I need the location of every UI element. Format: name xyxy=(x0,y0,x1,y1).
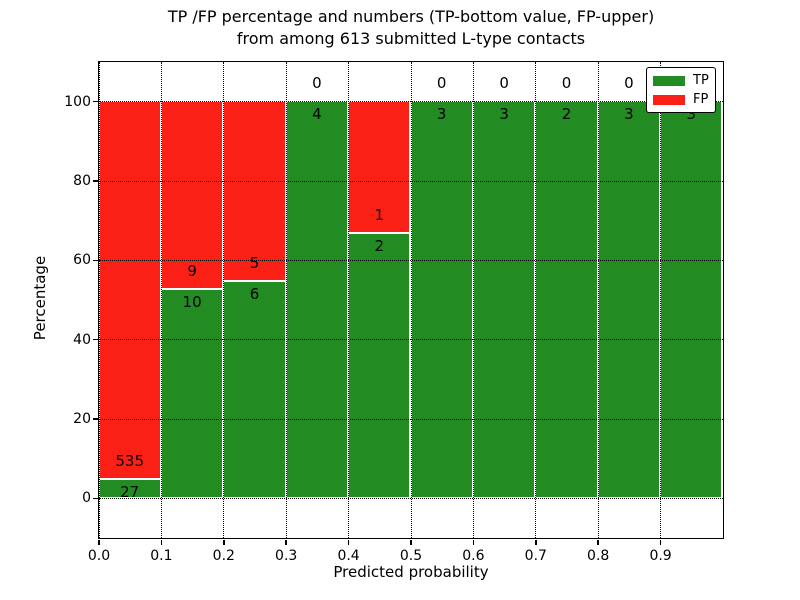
y-tick-label: 0 xyxy=(82,490,91,507)
tp-swatch-icon xyxy=(653,75,685,86)
y-tick-mark xyxy=(92,100,98,103)
tp-count-label: 3 xyxy=(436,105,447,124)
bar-segment-tp xyxy=(597,101,661,498)
x-tick-mark xyxy=(347,539,350,545)
tp-count-label: 3 xyxy=(499,105,509,124)
x-tick-label: 0.8 xyxy=(587,548,610,564)
x-tick-label: 0.4 xyxy=(337,548,360,564)
y-tick-label: 100 xyxy=(64,93,91,110)
bar-segment-tp xyxy=(535,101,598,498)
x-tick-label: 0.3 xyxy=(275,548,298,564)
bar-segment-tp xyxy=(160,289,224,498)
bar-segment-fp xyxy=(223,101,286,282)
y-tick-mark xyxy=(92,338,98,341)
tp-count-label: 2 xyxy=(561,105,572,124)
y-tick-label: 40 xyxy=(73,331,91,348)
x-tick-mark xyxy=(98,539,100,545)
gridline-vertical xyxy=(348,61,350,538)
x-tick-mark xyxy=(285,539,287,545)
bar-segment-tp xyxy=(348,233,411,498)
chart-title: TP /FP percentage and numbers (TP-bottom… xyxy=(99,6,723,50)
bar-segment-fp xyxy=(348,101,411,234)
y-tick-label: 20 xyxy=(73,411,91,427)
bar-segment-tp xyxy=(410,101,473,498)
gridline-vertical xyxy=(472,61,474,538)
fp-count-label: 0 xyxy=(436,74,447,93)
x-tick-label: 0.1 xyxy=(150,548,173,564)
gridline-horizontal xyxy=(98,418,723,420)
y-tick-label: 60 xyxy=(73,252,91,269)
gridline-vertical xyxy=(535,61,537,538)
fp-count-label: 535 xyxy=(115,451,144,470)
x-tick-mark xyxy=(597,539,599,545)
gridline-horizontal xyxy=(98,497,723,499)
fp-count-label: 0 xyxy=(499,74,509,93)
plot-area: 535279105604120303020303 xyxy=(97,60,724,539)
x-tick-label: 0.2 xyxy=(212,548,235,564)
bar-segment-tp xyxy=(285,101,349,498)
fp-count-label: 5 xyxy=(249,254,260,273)
x-tick-label: 0.0 xyxy=(87,548,111,564)
legend-entry-fp: FP xyxy=(653,91,709,107)
gridline-vertical xyxy=(98,61,100,538)
chart-title-line1: TP /FP percentage and numbers (TP-bottom… xyxy=(167,7,655,26)
gridline-horizontal xyxy=(98,101,723,103)
x-tick-label: 0.5 xyxy=(399,548,423,564)
gridline-vertical xyxy=(285,61,287,538)
x-tick-label: 0.7 xyxy=(524,548,547,564)
bar-segment-tp xyxy=(223,281,286,498)
y-tick-label: 80 xyxy=(73,173,91,189)
tp-count-label: 6 xyxy=(249,285,260,304)
tp-count-label: 27 xyxy=(120,482,140,501)
x-tick-mark xyxy=(160,539,163,545)
x-tick-label: 0.9 xyxy=(649,548,672,564)
legend-entry-tp: TP xyxy=(653,72,709,88)
y-tick-mark xyxy=(92,180,98,182)
fp-count-label: 0 xyxy=(624,74,634,93)
x-axis-label: Predicted probability xyxy=(333,563,489,581)
legend: TP FP xyxy=(646,67,716,113)
gridline-horizontal xyxy=(98,339,723,341)
tp-count-label: 4 xyxy=(312,105,322,124)
legend-label-tp: TP xyxy=(693,72,709,88)
bar-segment-tp xyxy=(472,101,536,498)
gridline-vertical xyxy=(597,61,599,538)
fp-count-label: 9 xyxy=(187,262,197,281)
gridline-horizontal xyxy=(98,259,723,261)
legend-label-fp: FP xyxy=(693,91,709,107)
gridline-vertical xyxy=(160,61,162,538)
bar-segment-tp xyxy=(660,101,723,498)
y-tick-mark xyxy=(92,418,98,420)
y-tick-mark xyxy=(92,259,98,262)
chart-title-line2: from among 613 submitted L-type contacts xyxy=(236,29,586,48)
tp-count-label: 10 xyxy=(182,293,202,312)
gridline-vertical xyxy=(660,61,662,538)
x-tick-mark xyxy=(472,539,475,545)
gridline-vertical xyxy=(410,61,412,538)
x-tick-mark xyxy=(659,539,662,545)
fp-swatch-icon xyxy=(653,94,685,105)
gridline-vertical xyxy=(223,61,225,538)
fp-count-label: 0 xyxy=(561,74,572,93)
x-tick-mark xyxy=(535,539,537,545)
bar-segment-fp xyxy=(98,101,161,479)
y-tick-mark xyxy=(92,497,98,500)
tp-count-label: 2 xyxy=(374,237,385,256)
gridline-horizontal xyxy=(98,180,723,182)
x-tick-mark xyxy=(223,539,225,545)
fp-count-label: 1 xyxy=(374,206,385,225)
x-tick-label: 0.6 xyxy=(462,548,485,564)
x-tick-mark xyxy=(410,539,412,545)
fp-count-label: 0 xyxy=(312,74,322,93)
tp-count-label: 3 xyxy=(686,105,697,124)
bar-segment-fp xyxy=(160,101,224,290)
tp-count-label: 3 xyxy=(624,105,634,124)
